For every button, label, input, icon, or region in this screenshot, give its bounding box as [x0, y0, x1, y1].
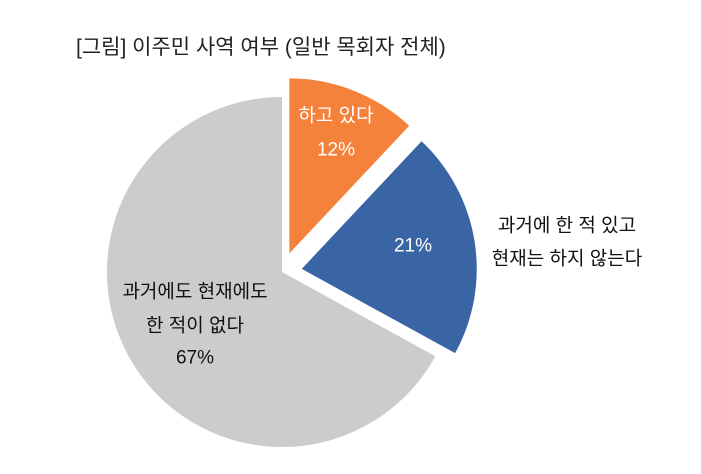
pie-slices: [107, 78, 477, 447]
pie-slice-2-label: 현재는 하지 않는다: [492, 248, 642, 270]
pie-slice-1: [289, 78, 410, 254]
pie-slice-2-label: 과거에 한 적 있고: [498, 215, 636, 237]
pie-slice-2-value-label: 21%: [394, 236, 432, 257]
pie-slice-3: [107, 97, 436, 447]
pie-slice-3-label: 과거에도 현재에도: [122, 281, 267, 303]
pie-slice-2: [301, 141, 477, 354]
chart-title: [그림] 이주민 사역 여부 (일반 목회자 전체): [76, 36, 446, 59]
pie-slice-1-label: 하고 있다: [298, 105, 373, 127]
pie-slice-1-value-label: 12%: [317, 140, 355, 161]
pie-slice-3-label: 한 적이 없다: [146, 315, 244, 337]
pie-slice-3-value-label: 67%: [176, 348, 214, 369]
